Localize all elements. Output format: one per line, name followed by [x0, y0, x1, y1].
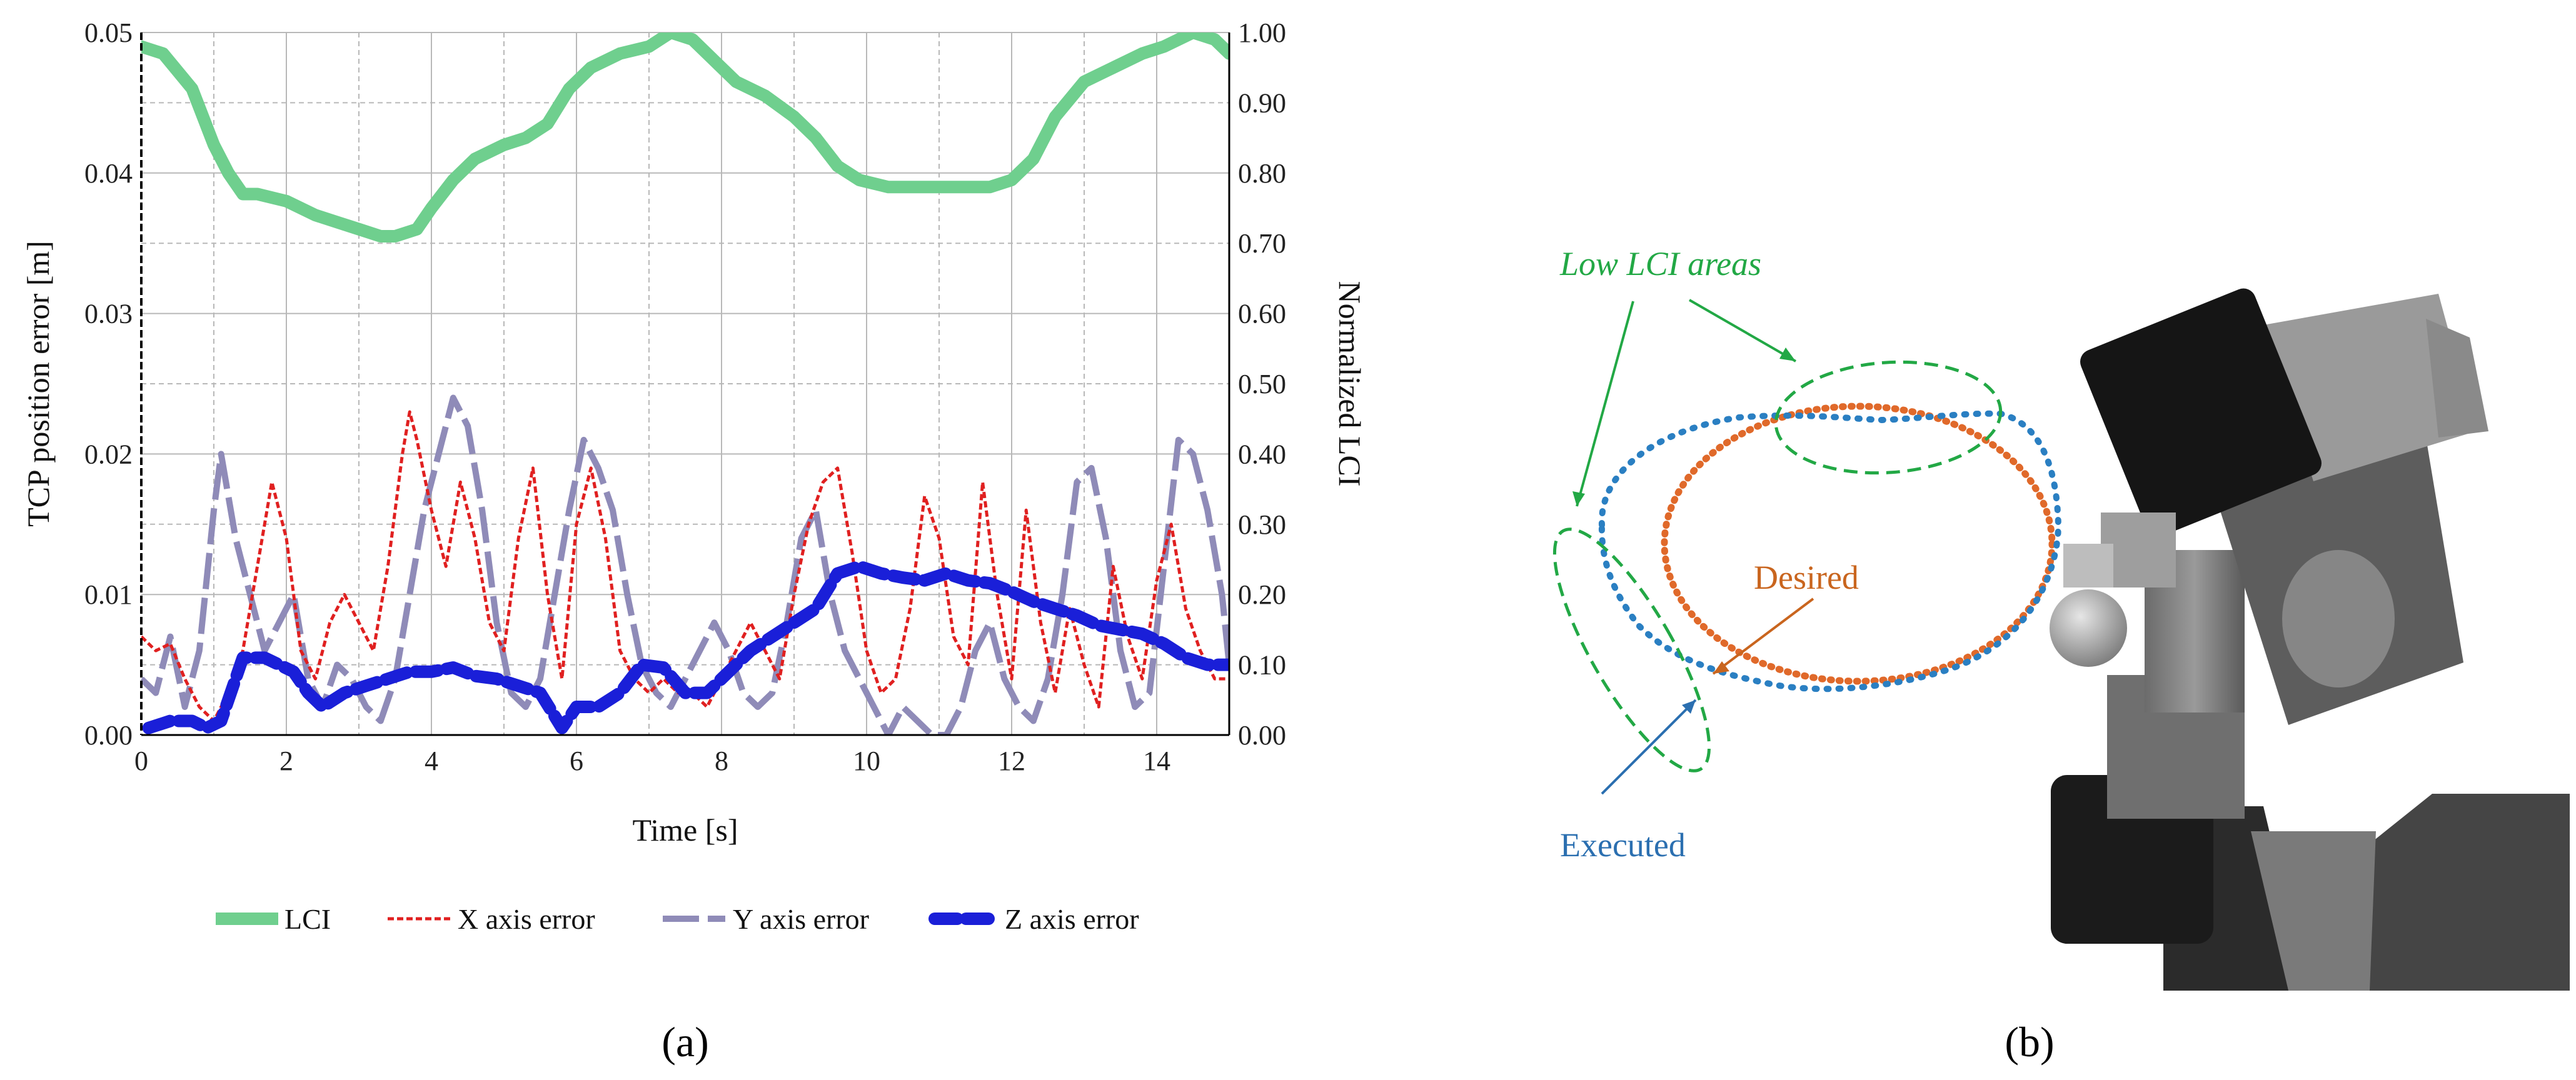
- robot-joint-lower: [2251, 831, 2376, 991]
- chart-axes: [140, 32, 1230, 736]
- chart-plot-area: [141, 32, 1229, 735]
- y-tick-label: 0.01: [84, 579, 133, 610]
- chart-legend: LCI X axis error Y axis error Z axis err…: [216, 903, 1139, 935]
- chart-panel-a: 0 2 4 6 8 10 12 14 0.00 0.01 0.02 0.03 0.04 0.05 0.0…: [21, 18, 1367, 1066]
- panel-label-a: (a): [662, 1018, 708, 1066]
- series-line-lci: [141, 32, 1229, 242]
- arrowhead-desired: [1713, 661, 1729, 674]
- robot-wrist-link: [2063, 544, 2113, 588]
- x-tick-labels: 0 2 4 6 8 10 12 14: [134, 746, 1170, 776]
- low-lci-area-left: [1552, 528, 1711, 772]
- y2-tick-label: 0.10: [1238, 650, 1286, 681]
- y2-tick-label: 0.90: [1238, 88, 1286, 118]
- y2-tick-label: 0.70: [1238, 228, 1286, 259]
- y-tick-label: 0.05: [84, 18, 133, 48]
- annotation-low-lci: Low LCI areas: [1559, 245, 1761, 282]
- robot-end-effector: [2050, 589, 2127, 667]
- y2-tick-label: 0.30: [1238, 509, 1286, 540]
- annotation-executed: Executed: [1560, 826, 1686, 864]
- y2-tick-label: 0.50: [1238, 369, 1286, 399]
- x-tick-label: 0: [134, 746, 148, 776]
- desired-trajectory: [1661, 402, 2056, 685]
- legend-label-y: Y axis error: [733, 903, 869, 935]
- annotation-desired: Desired: [1754, 559, 1859, 596]
- x-tick-label: 12: [998, 746, 1025, 776]
- legend-label-z: Z axis error: [1005, 903, 1139, 935]
- y-tick-label: 0.00: [84, 720, 133, 751]
- y2-tick-label: 0.80: [1238, 158, 1286, 189]
- legend-label-x: X axis error: [458, 903, 595, 935]
- arrowhead-executed: [1682, 700, 1696, 714]
- series-line-z-axis-error: [142, 560, 1229, 734]
- arrowhead-low-lci-top: [1779, 348, 1796, 361]
- executed-trajectory: [1598, 410, 2062, 692]
- y-axis-label: TCP position error [m]: [21, 241, 56, 527]
- y2-tick-label: 0.00: [1238, 720, 1286, 751]
- x-tick-label: 4: [425, 746, 438, 776]
- y-tick-label: 0.02: [84, 439, 133, 469]
- y2-tick-label: 0.20: [1238, 579, 1286, 610]
- arrow-low-lci-left: [1576, 301, 1634, 507]
- annotation-arrows: [1572, 299, 1814, 795]
- x-tick-label: 10: [853, 746, 880, 776]
- chart-grid: [141, 32, 1230, 735]
- arrow-desired: [1712, 598, 1814, 675]
- robot-bracket: [2263, 294, 2476, 481]
- y2-tick-labels: 0.00 0.10 0.20 0.30 0.40 0.50 0.60 0.70 0.80 0.90…: [1238, 18, 1286, 751]
- x-tick-label: 14: [1143, 746, 1170, 776]
- y2-tick-label: 1.00: [1238, 18, 1286, 48]
- robot-arm-illustration: [2050, 288, 2570, 991]
- robot-panel-b: Low LCI areas Desired Executed (b): [1552, 245, 2570, 1066]
- x-axis-label: Time [s]: [632, 812, 738, 848]
- y2-axis-label: Normalized LCI: [1332, 281, 1367, 486]
- arrow-low-lci-top: [1689, 299, 1796, 362]
- y-tick-label: 0.04: [84, 158, 133, 189]
- robot-gear: [2282, 550, 2395, 688]
- y-tick-label: 0.03: [84, 299, 133, 329]
- arrowhead-low-lci-left: [1572, 491, 1585, 506]
- x-tick-label: 8: [715, 746, 728, 776]
- x-tick-label: 6: [570, 746, 583, 776]
- low-lci-area-top: [1774, 360, 2003, 475]
- y2-tick-label: 0.60: [1238, 299, 1286, 329]
- robot-upper-motor: [2080, 288, 2322, 537]
- y2-tick-label: 0.40: [1238, 439, 1286, 469]
- x-tick-label: 2: [279, 746, 293, 776]
- y-tick-labels: 0.00 0.01 0.02 0.03 0.04 0.05: [84, 18, 133, 751]
- robot-plate: [2426, 319, 2488, 438]
- legend-label-lci: LCI: [284, 903, 331, 935]
- arrow-executed: [1601, 699, 1697, 795]
- panel-label-b: (b): [2005, 1018, 2054, 1066]
